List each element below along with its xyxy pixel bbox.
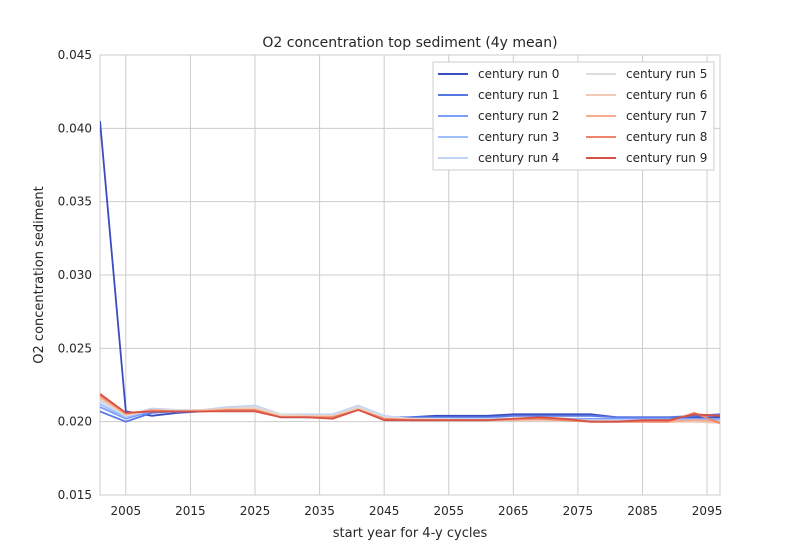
y-tick-label: 0.045 [58,48,92,62]
y-tick-label: 0.025 [58,341,92,355]
y-tick-label: 0.020 [58,415,92,429]
y-tick-label: 0.015 [58,488,92,502]
legend-label-run-2: century run 2 [478,109,559,123]
legend-label-run-7: century run 7 [626,109,707,123]
y-axis-label: O2 concentration sediment [32,186,47,363]
x-tick-label: 2055 [433,504,464,518]
legend-label-run-1: century run 1 [478,88,559,102]
x-tick-label: 2045 [369,504,400,518]
legend-label-run-3: century run 3 [478,130,559,144]
y-tick-label: 0.030 [58,268,92,282]
legend: century run 0 century run 1 century run 2 c… [433,62,714,170]
legend-label-run-6: century run 6 [626,88,707,102]
y-tick-label: 0.035 [58,195,92,209]
legend-label-run-8: century run 8 [626,130,707,144]
x-tick-label: 2015 [175,504,206,518]
y-tick-label: 0.040 [58,121,92,135]
x-tick-label: 2085 [627,504,658,518]
x-axis-label: start year for 4-y cycles [333,526,488,541]
legend-label-run-4: century run 4 [478,151,559,165]
x-tick-label: 2035 [304,504,335,518]
x-tick-label: 2065 [498,504,529,518]
x-tick-label: 2095 [692,504,723,518]
x-tick-label: 2025 [240,504,271,518]
legend-label-run-0: century run 0 [478,67,559,81]
chart-title: O2 concentration top sediment (4y mean) [262,35,557,51]
legend-label-run-9: century run 9 [626,151,707,165]
legend-label-run-5: century run 5 [626,67,707,81]
x-tick-label: 2075 [563,504,594,518]
x-tick-label: 2005 [111,504,142,518]
